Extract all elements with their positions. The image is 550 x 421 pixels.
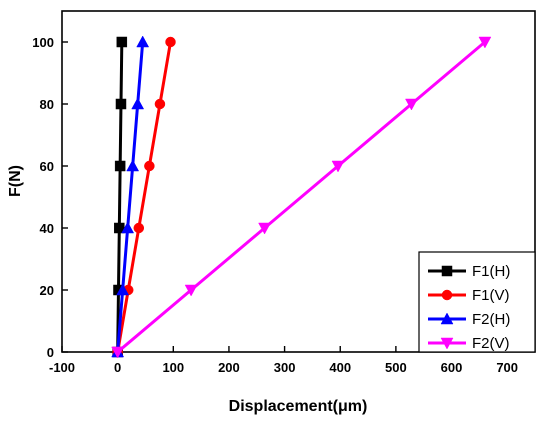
y-axis-title: F(N) (7, 165, 24, 197)
series-line (116, 41, 124, 353)
x-axis-ticks: -100 0 100 200 300 400 500 600 700 (49, 346, 518, 375)
data-point (121, 221, 135, 234)
series-line (116, 41, 172, 353)
y-tick-label: 20 (40, 283, 54, 298)
legend-item: F1(V) (428, 287, 510, 304)
legend-swatch-marker (441, 265, 453, 277)
data-point (133, 222, 145, 234)
x-tick-label: 100 (162, 360, 184, 375)
x-tick-label: 300 (274, 360, 296, 375)
legend-label: F2(V) (472, 335, 510, 352)
x-tick-label: 500 (385, 360, 407, 375)
y-tick-label: 0 (47, 345, 54, 360)
data-point (111, 346, 125, 359)
data-point (258, 222, 271, 235)
series-line (116, 40, 486, 354)
data-point (131, 97, 145, 110)
legend-box (418, 251, 536, 353)
x-tick-label: 400 (329, 360, 351, 375)
x-tick-label: 600 (441, 360, 463, 375)
x-axis-title: Displacement(μm) (229, 398, 368, 415)
data-point (136, 35, 150, 48)
legend-item: F2(H) (428, 311, 510, 328)
legend-swatch-marker (441, 289, 453, 301)
data-point (144, 160, 155, 172)
legend-swatch-marker (440, 337, 454, 350)
y-tick-label: 80 (40, 97, 54, 112)
data-point (126, 159, 140, 172)
data-point (165, 36, 176, 48)
data-point (114, 160, 126, 172)
legend-label: F1(V) (472, 287, 510, 304)
legend-label: F1(H) (472, 263, 510, 280)
data-point (154, 98, 166, 110)
data-point (116, 36, 128, 48)
legend-label: F2(H) (472, 311, 510, 328)
y-axis-ticks: 0 20 40 60 80 100 (32, 35, 68, 360)
plot-frame (61, 10, 536, 353)
x-tick-label: 700 (496, 360, 518, 375)
x-tick-label: 200 (218, 360, 240, 375)
legend-item: F2(V) (428, 335, 510, 352)
legend: F1(H) F1(V) F2(H) F2(V) (418, 251, 536, 353)
legend-swatch-marker (440, 312, 454, 325)
y-tick-label: 100 (32, 35, 54, 50)
data-point (115, 98, 127, 110)
legend-item: F1(H) (428, 263, 510, 280)
x-tick-label: -100 (49, 360, 75, 375)
series-layer (111, 35, 492, 359)
series-F2(H) (111, 35, 150, 358)
x-tick-label: 0 (114, 360, 121, 375)
data-point (116, 283, 130, 296)
y-tick-label: 40 (40, 221, 54, 236)
data-point (184, 284, 198, 297)
y-tick-label: 60 (40, 159, 54, 174)
series-line (116, 41, 145, 353)
data-point (405, 98, 418, 111)
series-F2(V) (111, 36, 492, 359)
data-point (478, 36, 492, 49)
data-point (331, 160, 345, 173)
